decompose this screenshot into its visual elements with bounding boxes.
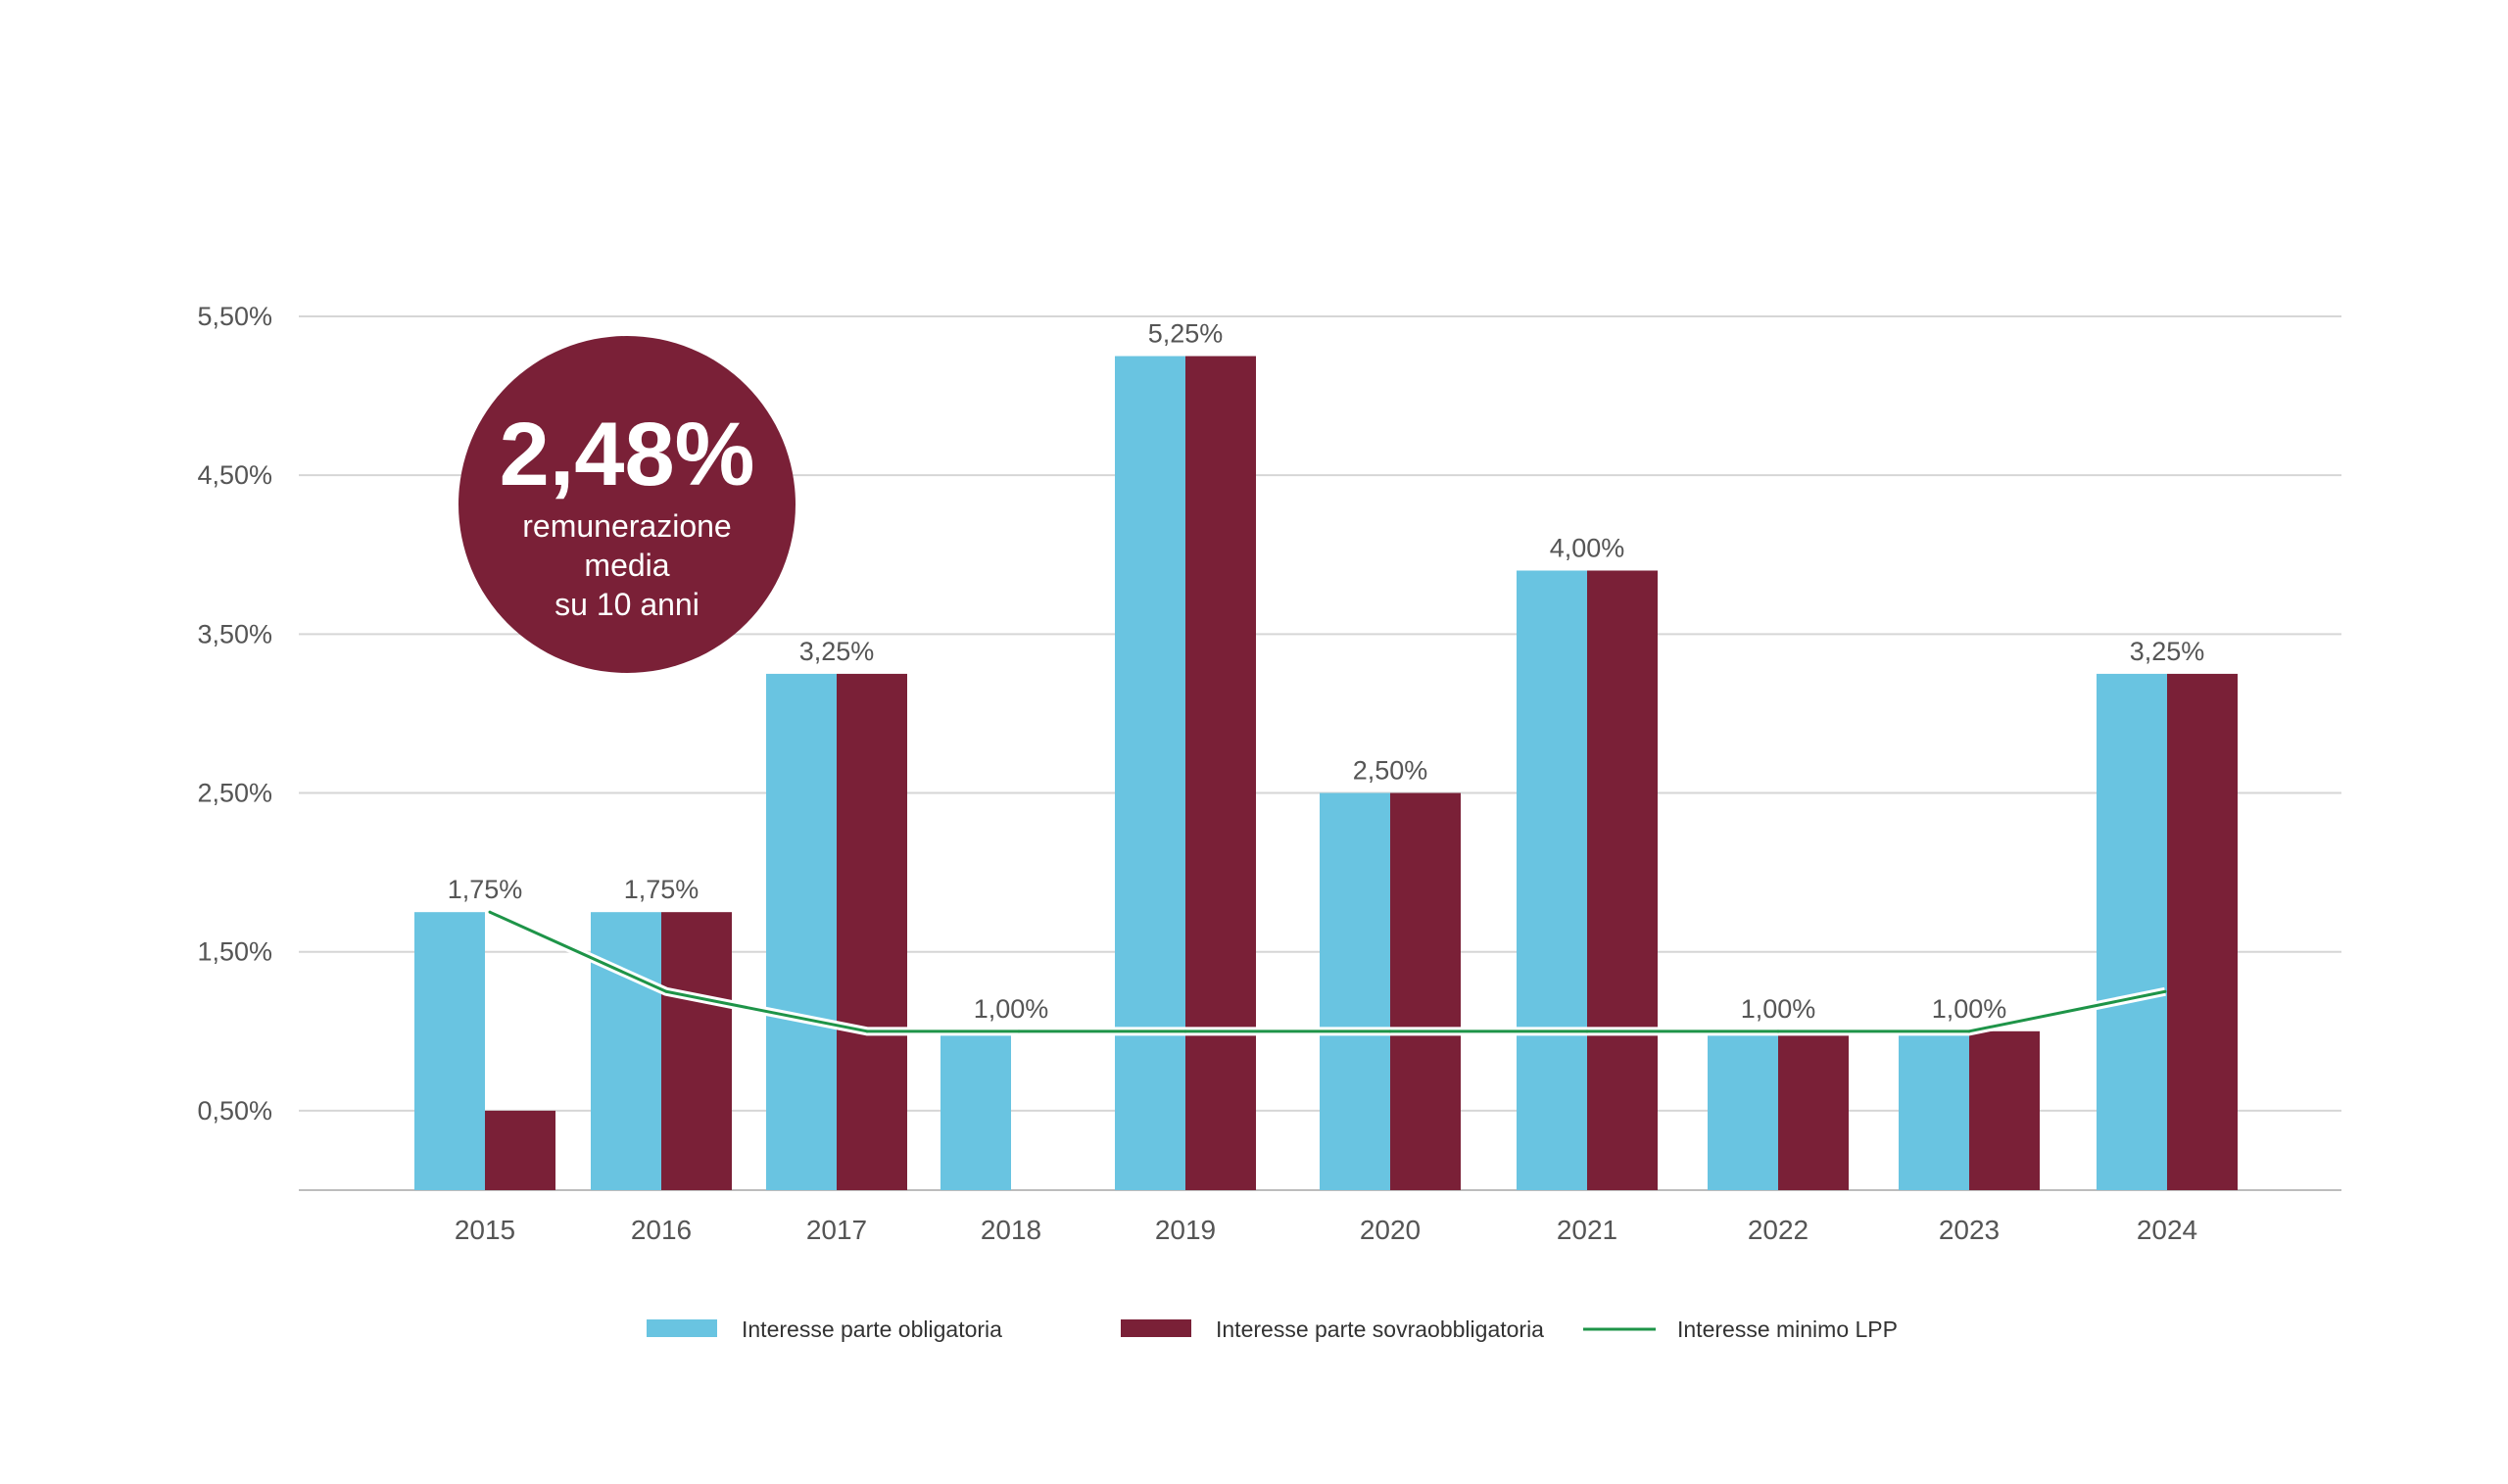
data-label-2017: 3,25% <box>799 637 875 666</box>
lpp-point-2019 <box>1183 1029 1187 1033</box>
data-label-2020: 2,50% <box>1353 756 1428 786</box>
legend-label-sovraobbligatoria: Interesse parte sovraobbligatoria <box>1216 1316 1544 1342</box>
legend-swatch-obligatoria <box>647 1319 717 1337</box>
bar-obligatoria-2020 <box>1320 792 1390 1190</box>
data-label-2021: 4,00% <box>1550 533 1625 562</box>
lpp-point-2024 <box>2163 989 2167 993</box>
y-tick-label: 0,50% <box>197 1096 272 1125</box>
lpp-point-2021 <box>1585 1029 1589 1033</box>
bars <box>414 356 2238 1191</box>
lpp-point-2017 <box>865 1029 869 1033</box>
legend-label-obligatoria: Interesse parte obligatoria <box>742 1316 1002 1342</box>
bar-obligatoria-2018 <box>940 1030 1011 1190</box>
data-label-2016: 1,75% <box>624 875 699 904</box>
bar-obligatoria-2019 <box>1115 356 1185 1191</box>
bar-sovraobbligatoria-2023 <box>1969 1030 2040 1190</box>
lpp-line-path <box>489 910 2166 1033</box>
bar-sovraobbligatoria-2020 <box>1390 792 1461 1190</box>
x-tick-label-2021: 2021 <box>1557 1215 1617 1245</box>
badge-value: 2,48% <box>500 405 755 504</box>
bar-sovraobbligatoria-2017 <box>837 673 907 1190</box>
data-label-2019: 5,25% <box>1148 319 1224 349</box>
y-tick-label: 1,50% <box>197 937 272 967</box>
y-tick-label: 2,50% <box>197 779 272 808</box>
x-tick-label-2017: 2017 <box>806 1215 867 1245</box>
data-label-2015: 1,75% <box>448 875 523 904</box>
x-tick-label-2016: 2016 <box>631 1215 692 1245</box>
badge-line-2: media <box>584 548 669 583</box>
bar-obligatoria-2023 <box>1899 1030 1969 1190</box>
bar-sovraobbligatoria-2016 <box>661 912 732 1190</box>
bar-sovraobbligatoria-2024 <box>2167 673 2238 1190</box>
legend-label-lpp: Interesse minimo LPP <box>1677 1316 1898 1342</box>
data-labels: 1,75% 1,75% 3,25% 1,00% 5,25% 2,50% 4,00% 1,00%… <box>448 319 2205 1024</box>
y-tick-label: 4,50% <box>197 460 272 490</box>
x-tick-label-2022: 2022 <box>1748 1215 1809 1245</box>
lpp-point-2015 <box>488 910 492 914</box>
legend-swatch-sovraobbligatoria <box>1121 1319 1191 1337</box>
x-tick-label-2015: 2015 <box>455 1215 515 1245</box>
x-tick-label-2020: 2020 <box>1360 1215 1421 1245</box>
average-badge: 2,48% remunerazione media su 10 anni <box>458 336 796 673</box>
x-axis-categories: 2015 2016 2017 2018 2019 2020 2021 2022 2023 2024 <box>455 1215 2197 1245</box>
y-tick-label: 5,50% <box>197 302 272 331</box>
badge-line-1: remunerazione <box>522 508 731 544</box>
badge-line-3: su 10 anni <box>555 587 699 622</box>
lpp-point-2018 <box>1017 1029 1021 1033</box>
x-tick-label-2023: 2023 <box>1939 1215 2000 1245</box>
bar-obligatoria-2015 <box>414 912 485 1190</box>
lpp-point-2020 <box>1388 1029 1392 1033</box>
lpp-point-2022 <box>1776 1029 1780 1033</box>
bar-obligatoria-2022 <box>1708 1030 1778 1190</box>
bar-sovraobbligatoria-2022 <box>1778 1030 1849 1190</box>
data-label-2023: 1,00% <box>1932 994 2007 1024</box>
lpp-line <box>488 908 2167 1036</box>
bar-sovraobbligatoria-2019 <box>1185 356 1256 1191</box>
x-tick-label-2019: 2019 <box>1155 1215 1216 1245</box>
lpp-point-2023 <box>1967 1029 1971 1033</box>
y-tick-label: 3,50% <box>197 619 272 648</box>
badge-circle <box>458 336 796 673</box>
y-axis-ticks: 0,50% 1,50% 2,50% 3,50% 4,50% 5,50% <box>197 302 272 1125</box>
x-tick-label-2018: 2018 <box>981 1215 1041 1245</box>
bar-sovraobbligatoria-2021 <box>1587 570 1658 1190</box>
data-label-2022: 1,00% <box>1741 994 1816 1024</box>
bar-sovraobbligatoria-2015 <box>485 1110 555 1190</box>
bar-obligatoria-2021 <box>1517 570 1587 1190</box>
legend: Interesse parte obligatoria Interesse pa… <box>647 1316 1898 1342</box>
data-label-2024: 3,25% <box>2130 637 2205 666</box>
x-tick-label-2024: 2024 <box>2137 1215 2197 1245</box>
bar-obligatoria-2024 <box>2097 673 2167 1190</box>
bar-obligatoria-2016 <box>591 912 661 1190</box>
data-label-2018: 1,00% <box>974 994 1049 1024</box>
bar-obligatoria-2017 <box>766 673 837 1190</box>
lpp-point-2016 <box>664 989 668 993</box>
